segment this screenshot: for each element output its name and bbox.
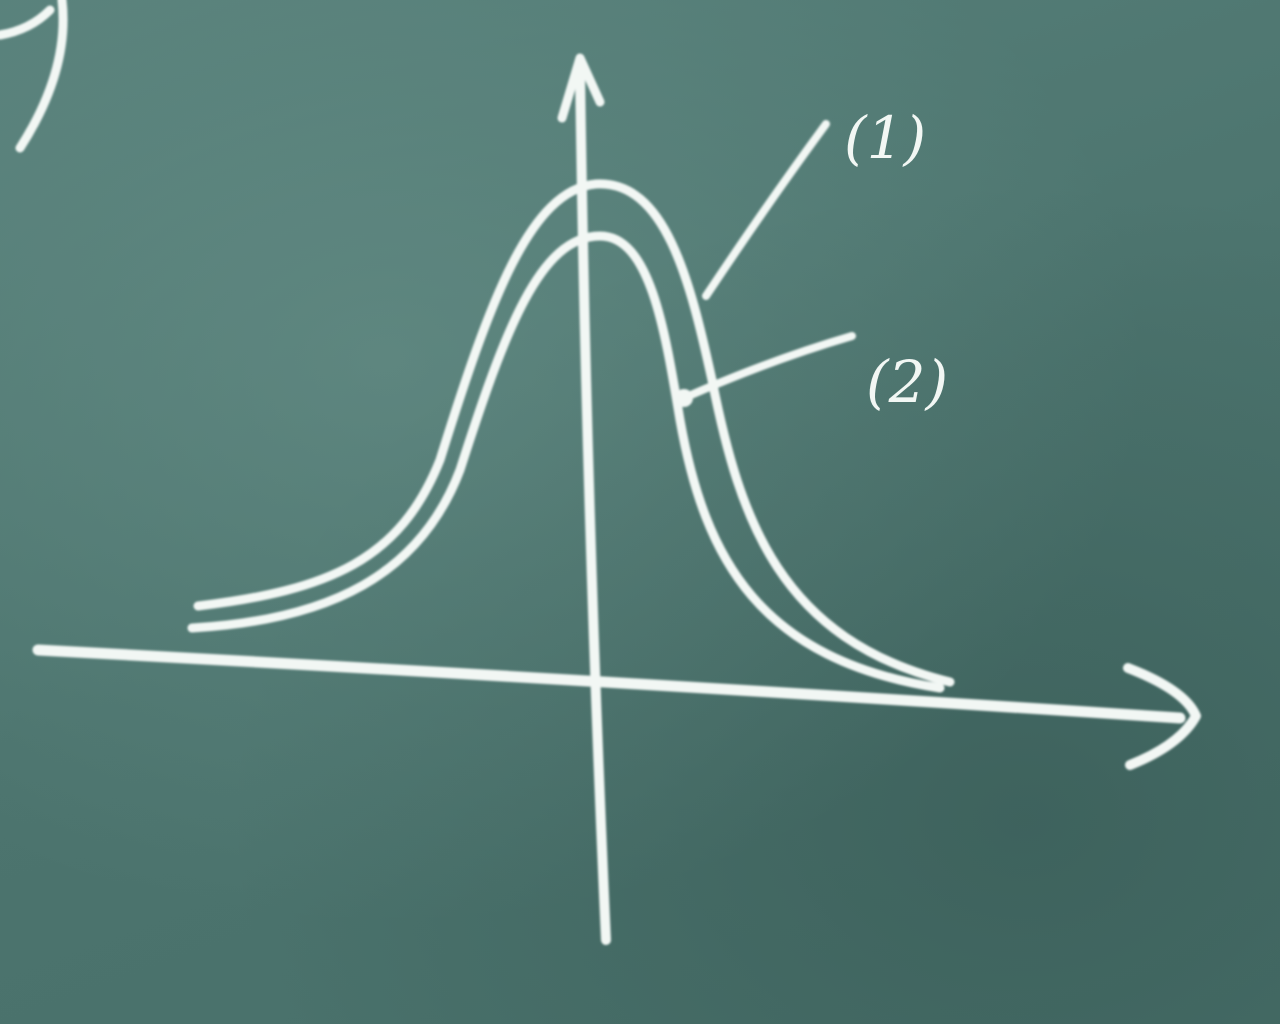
- curve-2-label: (2): [866, 348, 948, 416]
- curve-2: [187, 231, 945, 693]
- curve-1: [193, 179, 955, 687]
- corner-stroke: [0, 0, 68, 153]
- leader-line-1: [702, 120, 830, 300]
- curve-1-label: (1): [844, 104, 926, 172]
- leader-line-2: [680, 332, 856, 402]
- y-axis-arrow-icon: [557, 53, 605, 123]
- x-axis: [32, 644, 1186, 724]
- leader-point-2: [675, 389, 693, 407]
- x-axis-arrow-icon: [1123, 663, 1201, 770]
- y-axis: [575, 65, 611, 945]
